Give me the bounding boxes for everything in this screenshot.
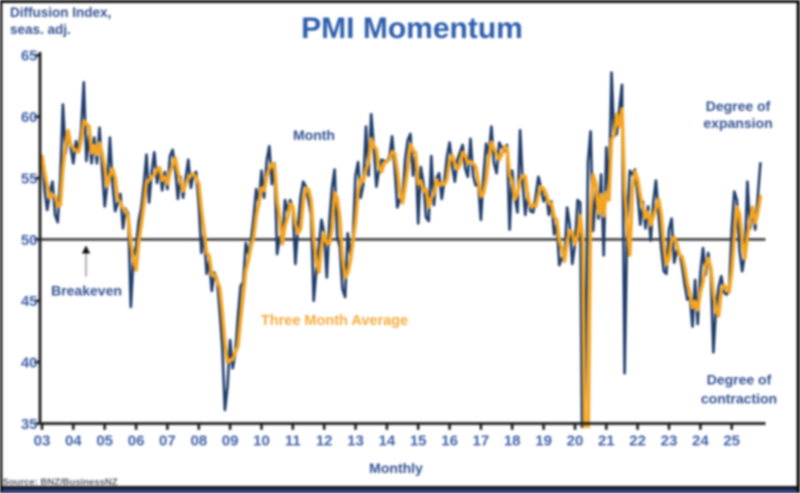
svg-text:17: 17 bbox=[473, 433, 490, 450]
svg-text:03: 03 bbox=[34, 433, 51, 450]
svg-text:Breakeven: Breakeven bbox=[51, 283, 122, 299]
svg-text:18: 18 bbox=[504, 433, 521, 450]
svg-text:45: 45 bbox=[21, 293, 38, 310]
svg-text:Month: Month bbox=[293, 127, 335, 143]
svg-text:05: 05 bbox=[96, 433, 113, 450]
svg-text:15: 15 bbox=[410, 433, 427, 450]
svg-text:55: 55 bbox=[21, 171, 38, 188]
svg-text:25: 25 bbox=[723, 433, 740, 450]
svg-text:23: 23 bbox=[661, 433, 678, 450]
svg-text:13: 13 bbox=[347, 433, 364, 450]
svg-text:Source: BNZ/BusinessNZ: Source: BNZ/BusinessNZ bbox=[3, 477, 118, 488]
svg-text:50: 50 bbox=[21, 232, 38, 249]
svg-text:PMI Momentum: PMI Momentum bbox=[301, 12, 523, 45]
svg-text:21: 21 bbox=[598, 433, 615, 450]
svg-text:19: 19 bbox=[535, 433, 552, 450]
svg-text:04: 04 bbox=[65, 433, 82, 450]
svg-text:60: 60 bbox=[21, 109, 38, 126]
svg-text:Diffusion Index,: Diffusion Index, bbox=[10, 5, 111, 20]
svg-text:07: 07 bbox=[159, 433, 176, 450]
svg-text:11: 11 bbox=[285, 433, 301, 450]
svg-text:12: 12 bbox=[316, 433, 333, 450]
svg-text:Three Month Average: Three Month Average bbox=[261, 313, 408, 329]
svg-text:35: 35 bbox=[21, 416, 38, 433]
svg-text:contraction: contraction bbox=[701, 391, 777, 407]
svg-text:06: 06 bbox=[128, 433, 145, 450]
svg-text:10: 10 bbox=[253, 433, 270, 450]
svg-text:08: 08 bbox=[190, 433, 207, 450]
svg-text:seas. adj.: seas. adj. bbox=[10, 22, 71, 37]
svg-text:16: 16 bbox=[441, 433, 458, 450]
svg-text:40: 40 bbox=[21, 355, 38, 372]
svg-text:14: 14 bbox=[379, 433, 396, 450]
svg-text:20: 20 bbox=[567, 433, 584, 450]
svg-text:Degree of: Degree of bbox=[707, 372, 772, 388]
svg-text:22: 22 bbox=[629, 433, 646, 450]
svg-text:expansion: expansion bbox=[703, 115, 772, 131]
svg-text:Degree of: Degree of bbox=[706, 98, 771, 114]
svg-text:65: 65 bbox=[21, 48, 38, 65]
svg-text:24: 24 bbox=[692, 433, 709, 450]
svg-text:Monthly: Monthly bbox=[369, 460, 423, 476]
svg-text:09: 09 bbox=[222, 433, 239, 450]
